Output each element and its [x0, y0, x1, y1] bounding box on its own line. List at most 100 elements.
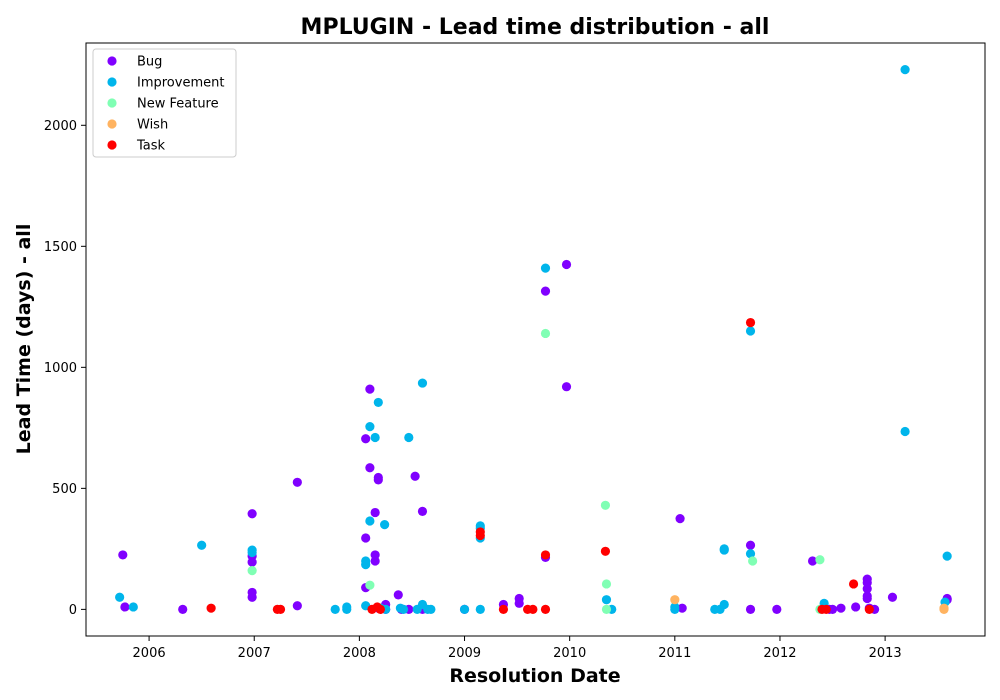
data-point	[601, 604, 612, 614]
data-point	[745, 604, 756, 614]
x-tick-label: 2012	[763, 646, 796, 661]
legend-box	[92, 48, 237, 158]
data-point	[330, 604, 340, 614]
legend-marker	[107, 140, 117, 150]
data-point	[540, 328, 551, 339]
data-point	[375, 604, 386, 614]
data-point	[365, 422, 375, 432]
y-axis-label: Lead Time (days) - all	[13, 224, 35, 455]
y-tick-label: 500	[52, 482, 77, 497]
data-point	[887, 592, 898, 602]
data-point	[404, 432, 414, 443]
data-point	[128, 602, 138, 612]
data-point	[807, 556, 818, 566]
data-point	[540, 604, 551, 614]
legend-label: Task	[136, 139, 166, 154]
legend-marker	[107, 98, 117, 108]
y-tick-label: 2000	[44, 119, 77, 134]
data-point	[398, 604, 409, 614]
data-point	[498, 604, 509, 614]
data-point	[247, 547, 257, 558]
data-point	[247, 566, 257, 576]
data-point	[745, 326, 756, 336]
data-point	[827, 604, 838, 614]
data-point	[675, 514, 685, 524]
data-point	[848, 579, 859, 589]
data-point	[370, 507, 380, 518]
data-point	[900, 426, 910, 437]
data-point	[601, 579, 612, 589]
data-point	[393, 590, 403, 600]
legend-label: Wish	[137, 118, 168, 133]
chart-title: MPLUGIN - Lead time distribution - all	[301, 15, 770, 40]
data-point	[772, 604, 782, 614]
legend-label: Improvement	[137, 76, 224, 91]
points-layer	[115, 65, 952, 614]
data-point	[475, 530, 485, 541]
data-point	[118, 550, 128, 560]
x-tick-label: 2008	[343, 646, 376, 661]
data-point	[247, 592, 257, 602]
data-point	[514, 598, 524, 608]
data-point	[862, 584, 872, 594]
legend-label: Bug	[137, 55, 162, 70]
y-axis: 0 500 1000 1500 2000	[44, 119, 86, 618]
x-tick-label: 2006	[133, 646, 166, 661]
data-point	[275, 604, 286, 614]
data-point	[292, 477, 302, 487]
data-point	[719, 545, 729, 555]
data-point	[115, 592, 125, 602]
x-tick-label: 2011	[658, 646, 691, 661]
legend-marker	[107, 56, 117, 66]
data-point	[540, 550, 551, 560]
data-point	[862, 593, 872, 604]
data-point	[821, 604, 831, 614]
legend-marker	[107, 119, 117, 129]
data-point	[851, 602, 861, 612]
data-point	[380, 520, 390, 530]
data-point	[370, 556, 380, 566]
data-point	[361, 560, 371, 570]
y-tick-label: 0	[69, 603, 77, 618]
data-point	[417, 506, 428, 516]
legend-label: New Feature	[137, 97, 219, 112]
data-point	[745, 317, 756, 328]
data-point	[677, 603, 687, 613]
legend: Bug Improvement New Feature Wish Task	[92, 48, 237, 158]
data-point	[120, 602, 130, 612]
data-point	[370, 432, 380, 443]
data-point	[748, 556, 758, 566]
data-point	[365, 463, 375, 473]
y-tick-label: 1500	[44, 240, 77, 255]
data-point	[365, 516, 375, 526]
data-point	[836, 603, 846, 613]
x-tick-label: 2009	[448, 646, 481, 661]
data-point	[900, 65, 910, 75]
data-point	[600, 500, 611, 510]
x-axis: 2006 2007 2008 2009 2010 2011 2012 2013	[133, 636, 902, 661]
data-point	[178, 604, 188, 614]
data-point	[670, 595, 680, 605]
data-point	[601, 595, 612, 605]
data-point	[247, 509, 257, 519]
data-point	[365, 580, 375, 590]
data-point	[670, 604, 680, 614]
data-point	[292, 601, 302, 611]
y-tick-label: 1000	[44, 361, 77, 376]
data-point	[815, 555, 825, 565]
data-point	[373, 397, 383, 408]
data-point	[719, 599, 729, 610]
data-point	[361, 434, 371, 444]
x-tick-label: 2013	[869, 646, 902, 661]
data-point	[475, 604, 485, 614]
x-tick-label: 2010	[553, 646, 586, 661]
data-point	[206, 603, 216, 613]
data-point	[197, 540, 207, 550]
data-point	[426, 604, 436, 614]
data-point	[361, 533, 371, 543]
legend-marker	[107, 77, 117, 87]
plot-area	[85, 42, 986, 637]
data-point	[540, 263, 551, 273]
